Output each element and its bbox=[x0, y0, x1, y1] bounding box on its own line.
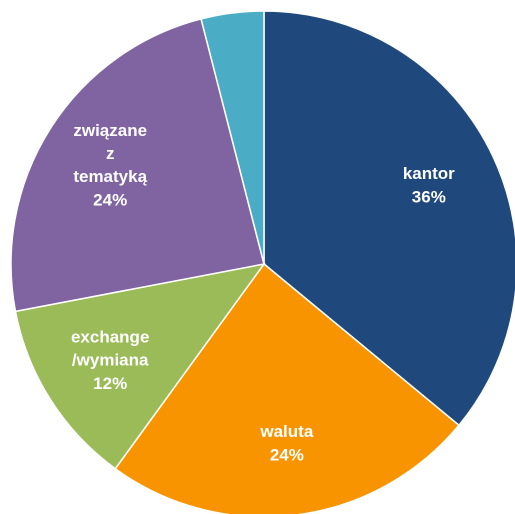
pie-slice bbox=[200, 10, 265, 265]
slice-label: kantor bbox=[403, 164, 455, 183]
value-label: 36% bbox=[412, 187, 446, 206]
slice-label-line: kantor bbox=[403, 164, 455, 183]
pie-slice bbox=[263, 10, 515, 427]
value-label: 12% bbox=[93, 374, 127, 393]
slice-label-line: tematyką bbox=[73, 167, 147, 186]
pie-slice bbox=[114, 262, 460, 514]
slice-label: związane z tematyką bbox=[73, 121, 147, 186]
slice-label: waluta bbox=[259, 423, 313, 442]
pie-slice bbox=[10, 18, 265, 313]
slice-label: exchange/wymiana bbox=[71, 328, 149, 370]
slice-label-line: /wymiana bbox=[72, 351, 149, 370]
value-label: 24% bbox=[270, 446, 304, 465]
slice-label-line: związane bbox=[73, 121, 147, 140]
slice-label-line: waluta bbox=[259, 423, 313, 442]
slice-label-line: z bbox=[106, 144, 115, 163]
pie-slice bbox=[14, 262, 266, 470]
value-label: 24% bbox=[93, 190, 127, 209]
slice-label-line: exchange bbox=[71, 328, 149, 347]
